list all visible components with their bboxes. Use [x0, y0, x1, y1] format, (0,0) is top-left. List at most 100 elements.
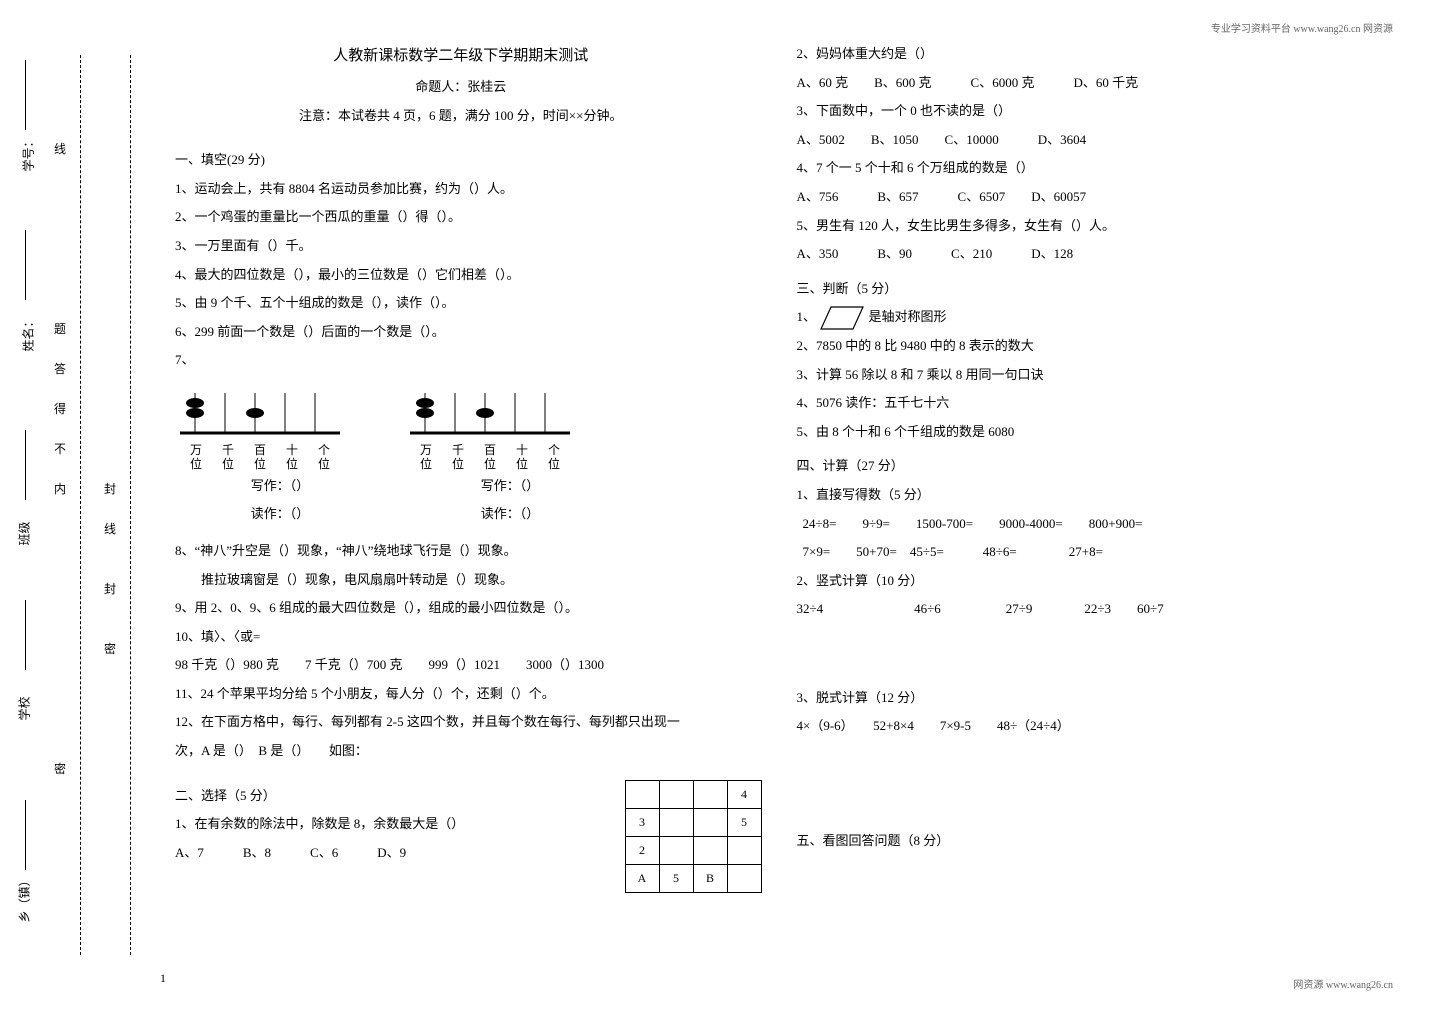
q1-2: 2、一个鸡蛋的重量比一个西瓜的重量（）得（）。 — [175, 203, 747, 232]
resource-link-top: 专业学习资料平台 www.wang26.cn 网资源 — [1211, 20, 1393, 35]
digit-label: 十位 — [285, 443, 299, 472]
q2-5: 5、男生有 120 人，女生比男生多得多，女生有（）人。 — [797, 212, 1369, 241]
q1-9: 9、用 2、0、9、6 组成的最大四位数是（），组成的最小四位数是（）。 — [175, 594, 747, 623]
q1-12: 12、在下面方格中，每行、每列都有 2-5 这四个数，并且每个数在每行、每列都只… — [175, 708, 747, 737]
grid-cell: 5 — [659, 865, 693, 893]
digit-label: 千位 — [221, 443, 235, 472]
grid-cell — [693, 809, 727, 837]
q2-2: 2、妈妈体重大约是（） — [797, 40, 1369, 69]
q2-5-opts: A、350 B、90 C、210 D、128 — [797, 240, 1369, 269]
seal-word: 答 — [54, 360, 66, 377]
q1-10: 10、填〉、〈或= — [175, 623, 747, 652]
q1-8b: 推拉玻璃窗是（）现象，电风扇扇叶转动是（）现象。 — [175, 566, 747, 595]
section1-head: 一、填空(29 分) — [175, 146, 747, 175]
margin-label-class: 班级 — [16, 521, 33, 545]
q1-6: 6、299 前面一个数是（）后面的一个数是（）。 — [175, 318, 747, 347]
grid-cell: 5 — [727, 809, 761, 837]
q3-5: 5、由 8 个十和 6 个千组成的数是 6080 — [797, 418, 1369, 447]
margin-label-school: 学校 — [16, 696, 33, 720]
left-column: 人教新课标数学二年级下学期期末测试 命题人：张桂云 注意：本试卷共 4 页，6 … — [150, 40, 772, 971]
q2-4-opts: A、756 B、657 C、6507 D、60057 — [797, 183, 1369, 212]
grid-cell — [659, 809, 693, 837]
seal-word: 得 — [54, 400, 66, 417]
parallelogram-icon — [819, 305, 865, 331]
grid-cell — [659, 837, 693, 865]
q3-1: 1、 是轴对称图形 — [797, 303, 1369, 332]
number-grid: 4 3 5 2 A 5 B — [625, 780, 762, 893]
q3-1a: 1、 — [797, 309, 817, 324]
q4-1: 1、直接写得数（5 分） — [797, 481, 1369, 510]
digit-label: 十位 — [515, 443, 529, 472]
grid-cell — [625, 781, 659, 809]
q1-7: 7、 — [175, 346, 747, 375]
exam-title: 人教新课标数学二年级下学期期末测试 — [175, 40, 747, 73]
grid-cell: 2 — [625, 837, 659, 865]
seal-word: 线 — [104, 520, 116, 537]
grid-cell: A — [625, 865, 659, 893]
grid-cell — [659, 781, 693, 809]
q3-1b: 是轴对称图形 — [869, 309, 947, 324]
grid-cell — [727, 837, 761, 865]
read-label: 读作：（） — [251, 500, 310, 529]
abacus-right: 万位 千位 百位 十位 个位 写作：（） 读作：（） — [405, 383, 575, 529]
digit-label: 万位 — [189, 443, 203, 472]
q1-4: 4、最大的四位数是（），最小的三位数是（）它们相差（）。 — [175, 261, 747, 290]
section5-head: 五、看图回答问题（8 分） — [797, 827, 1369, 856]
seal-word: 不 — [54, 440, 66, 457]
q1-3: 3、一万里面有（）千。 — [175, 232, 747, 261]
grid-cell — [693, 837, 727, 865]
q1-1: 1、运动会上，共有 8804 名运动员参加比赛，约为（）人。 — [175, 175, 747, 204]
exam-author: 命题人：张桂云 — [175, 73, 747, 102]
digit-label: 百位 — [253, 443, 267, 472]
margin-label-name: 姓名： — [20, 315, 37, 351]
write-label: 写作：（） — [251, 472, 310, 501]
grid-cell: 3 — [625, 809, 659, 837]
margin-label-id: 学号： — [20, 135, 37, 171]
q4-2: 2、竖式计算（10 分） — [797, 567, 1369, 596]
digit-label: 万位 — [419, 443, 433, 472]
seal-word: 封 — [104, 580, 116, 597]
abacus-row: 万位 千位 百位 十位 个位 写作：（） 读作：（） — [175, 383, 747, 529]
grid-cell: B — [693, 865, 727, 893]
grid-cell: 4 — [727, 781, 761, 809]
seal-word: 封 — [104, 480, 116, 497]
q1-8: 8、“神八”升空是（）现象，“神八”绕地球飞行是（）现象。 — [175, 537, 747, 566]
content-area: 人教新课标数学二年级下学期期末测试 命题人：张桂云 注意：本试卷共 4 页，6 … — [150, 40, 1393, 971]
digit-label: 百位 — [483, 443, 497, 472]
q2-3: 3、下面数中，一个 0 也不读的是（） — [797, 97, 1369, 126]
q2-2-opts: A、60 克 B、600 克 C、6000 克 D、60 千克 — [797, 69, 1369, 98]
q2-3-opts: A、5002 B、1050 C、10000 D、3604 — [797, 126, 1369, 155]
abacus-left: 万位 千位 百位 十位 个位 写作：（） 读作：（） — [175, 383, 345, 529]
seal-word: 题 — [54, 320, 66, 337]
seal-word: 密 — [54, 760, 66, 777]
q4-2-r1: 32÷4 46÷6 27÷9 22÷3 60÷7 — [797, 595, 1369, 624]
q4-3: 3、脱式计算（12 分） — [797, 684, 1369, 713]
section4-head: 四、计算（27 分） — [797, 452, 1369, 481]
section3-head: 三、判断（5 分） — [797, 275, 1369, 304]
seal-word: 内 — [54, 480, 66, 497]
grid-cell — [693, 781, 727, 809]
q4-1-r2: 7×9= 50+70= 45÷5= 48÷6= 27+8= — [797, 538, 1369, 567]
write-label: 写作：（） — [481, 472, 540, 501]
digit-label: 个位 — [547, 443, 561, 472]
q3-2: 2、7850 中的 8 比 9480 中的 8 表示的数大 — [797, 332, 1369, 361]
exam-note: 注意：本试卷共 4 页，6 题，满分 100 分，时间××分钟。 — [175, 102, 747, 131]
seal-word: 线 — [54, 140, 66, 157]
margin-label-town: 乡（镇） — [16, 874, 33, 922]
q1-11: 11、24 个苹果平均分给 5 个小朋友，每人分（）个，还剩（）个。 — [175, 680, 747, 709]
binding-margin: 学号： 姓名： 班级 学校 乡（镇） 线 题 答 得 不 内 线 封 密 密 封 — [0, 0, 100, 1011]
page-number: 1 — [160, 971, 166, 986]
digit-label: 个位 — [317, 443, 331, 472]
q3-4: 4、5076 读作：五千七十六 — [797, 389, 1369, 418]
grid-cell — [727, 865, 761, 893]
right-column: 2、妈妈体重大约是（） A、60 克 B、600 克 C、6000 克 D、60… — [772, 40, 1394, 971]
resource-link-bottom: 网资源 www.wang26.cn — [1293, 976, 1393, 991]
q1-5: 5、由 9 个千、五个十组成的数是（），读作（）。 — [175, 289, 747, 318]
q4-1-r1: 24÷8= 9÷9= 1500-700= 9000-4000= 800+900= — [797, 510, 1369, 539]
seal-word: 密 — [104, 640, 116, 657]
digit-label: 千位 — [451, 443, 465, 472]
q1-10a: 98 千克（）980 克 7 千克（）700 克 999（）1021 3000（… — [175, 651, 747, 680]
q1-12b: 次，A 是（） B 是（） 如图： — [175, 737, 747, 766]
q3-3: 3、计算 56 除以 8 和 7 乘以 8 用同一句口诀 — [797, 361, 1369, 390]
q2-4: 4、7 个一 5 个十和 6 个万组成的数是（） — [797, 154, 1369, 183]
